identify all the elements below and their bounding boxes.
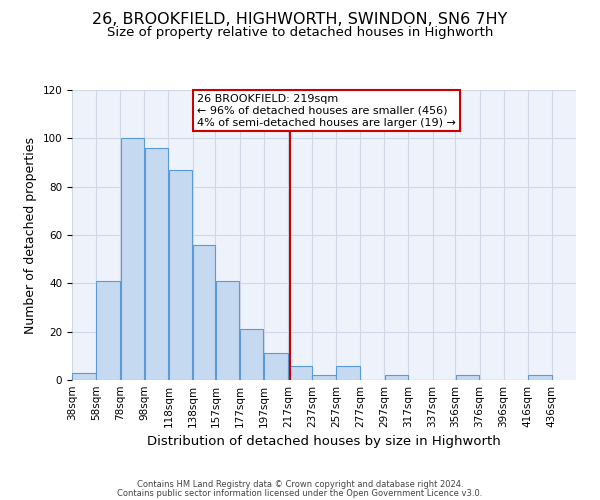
Bar — [312, 375, 336, 380]
Text: Size of property relative to detached houses in Highworth: Size of property relative to detached ho… — [107, 26, 493, 39]
Bar — [216, 281, 239, 380]
Bar — [528, 375, 551, 380]
Text: Contains public sector information licensed under the Open Government Licence v3: Contains public sector information licen… — [118, 489, 482, 498]
Y-axis label: Number of detached properties: Number of detached properties — [24, 136, 37, 334]
Bar — [145, 148, 168, 380]
Bar — [97, 281, 120, 380]
Bar — [264, 354, 287, 380]
Bar — [73, 373, 96, 380]
Bar — [193, 244, 215, 380]
Bar — [240, 329, 263, 380]
Bar — [337, 366, 360, 380]
Text: Contains HM Land Registry data © Crown copyright and database right 2024.: Contains HM Land Registry data © Crown c… — [137, 480, 463, 489]
Bar — [121, 138, 144, 380]
Bar — [169, 170, 192, 380]
Text: 26, BROOKFIELD, HIGHWORTH, SWINDON, SN6 7HY: 26, BROOKFIELD, HIGHWORTH, SWINDON, SN6 … — [92, 12, 508, 28]
Text: 26 BROOKFIELD: 219sqm
← 96% of detached houses are smaller (456)
4% of semi-deta: 26 BROOKFIELD: 219sqm ← 96% of detached … — [197, 94, 456, 128]
Bar — [456, 375, 479, 380]
Bar — [385, 375, 408, 380]
Bar — [288, 366, 311, 380]
X-axis label: Distribution of detached houses by size in Highworth: Distribution of detached houses by size … — [147, 436, 501, 448]
